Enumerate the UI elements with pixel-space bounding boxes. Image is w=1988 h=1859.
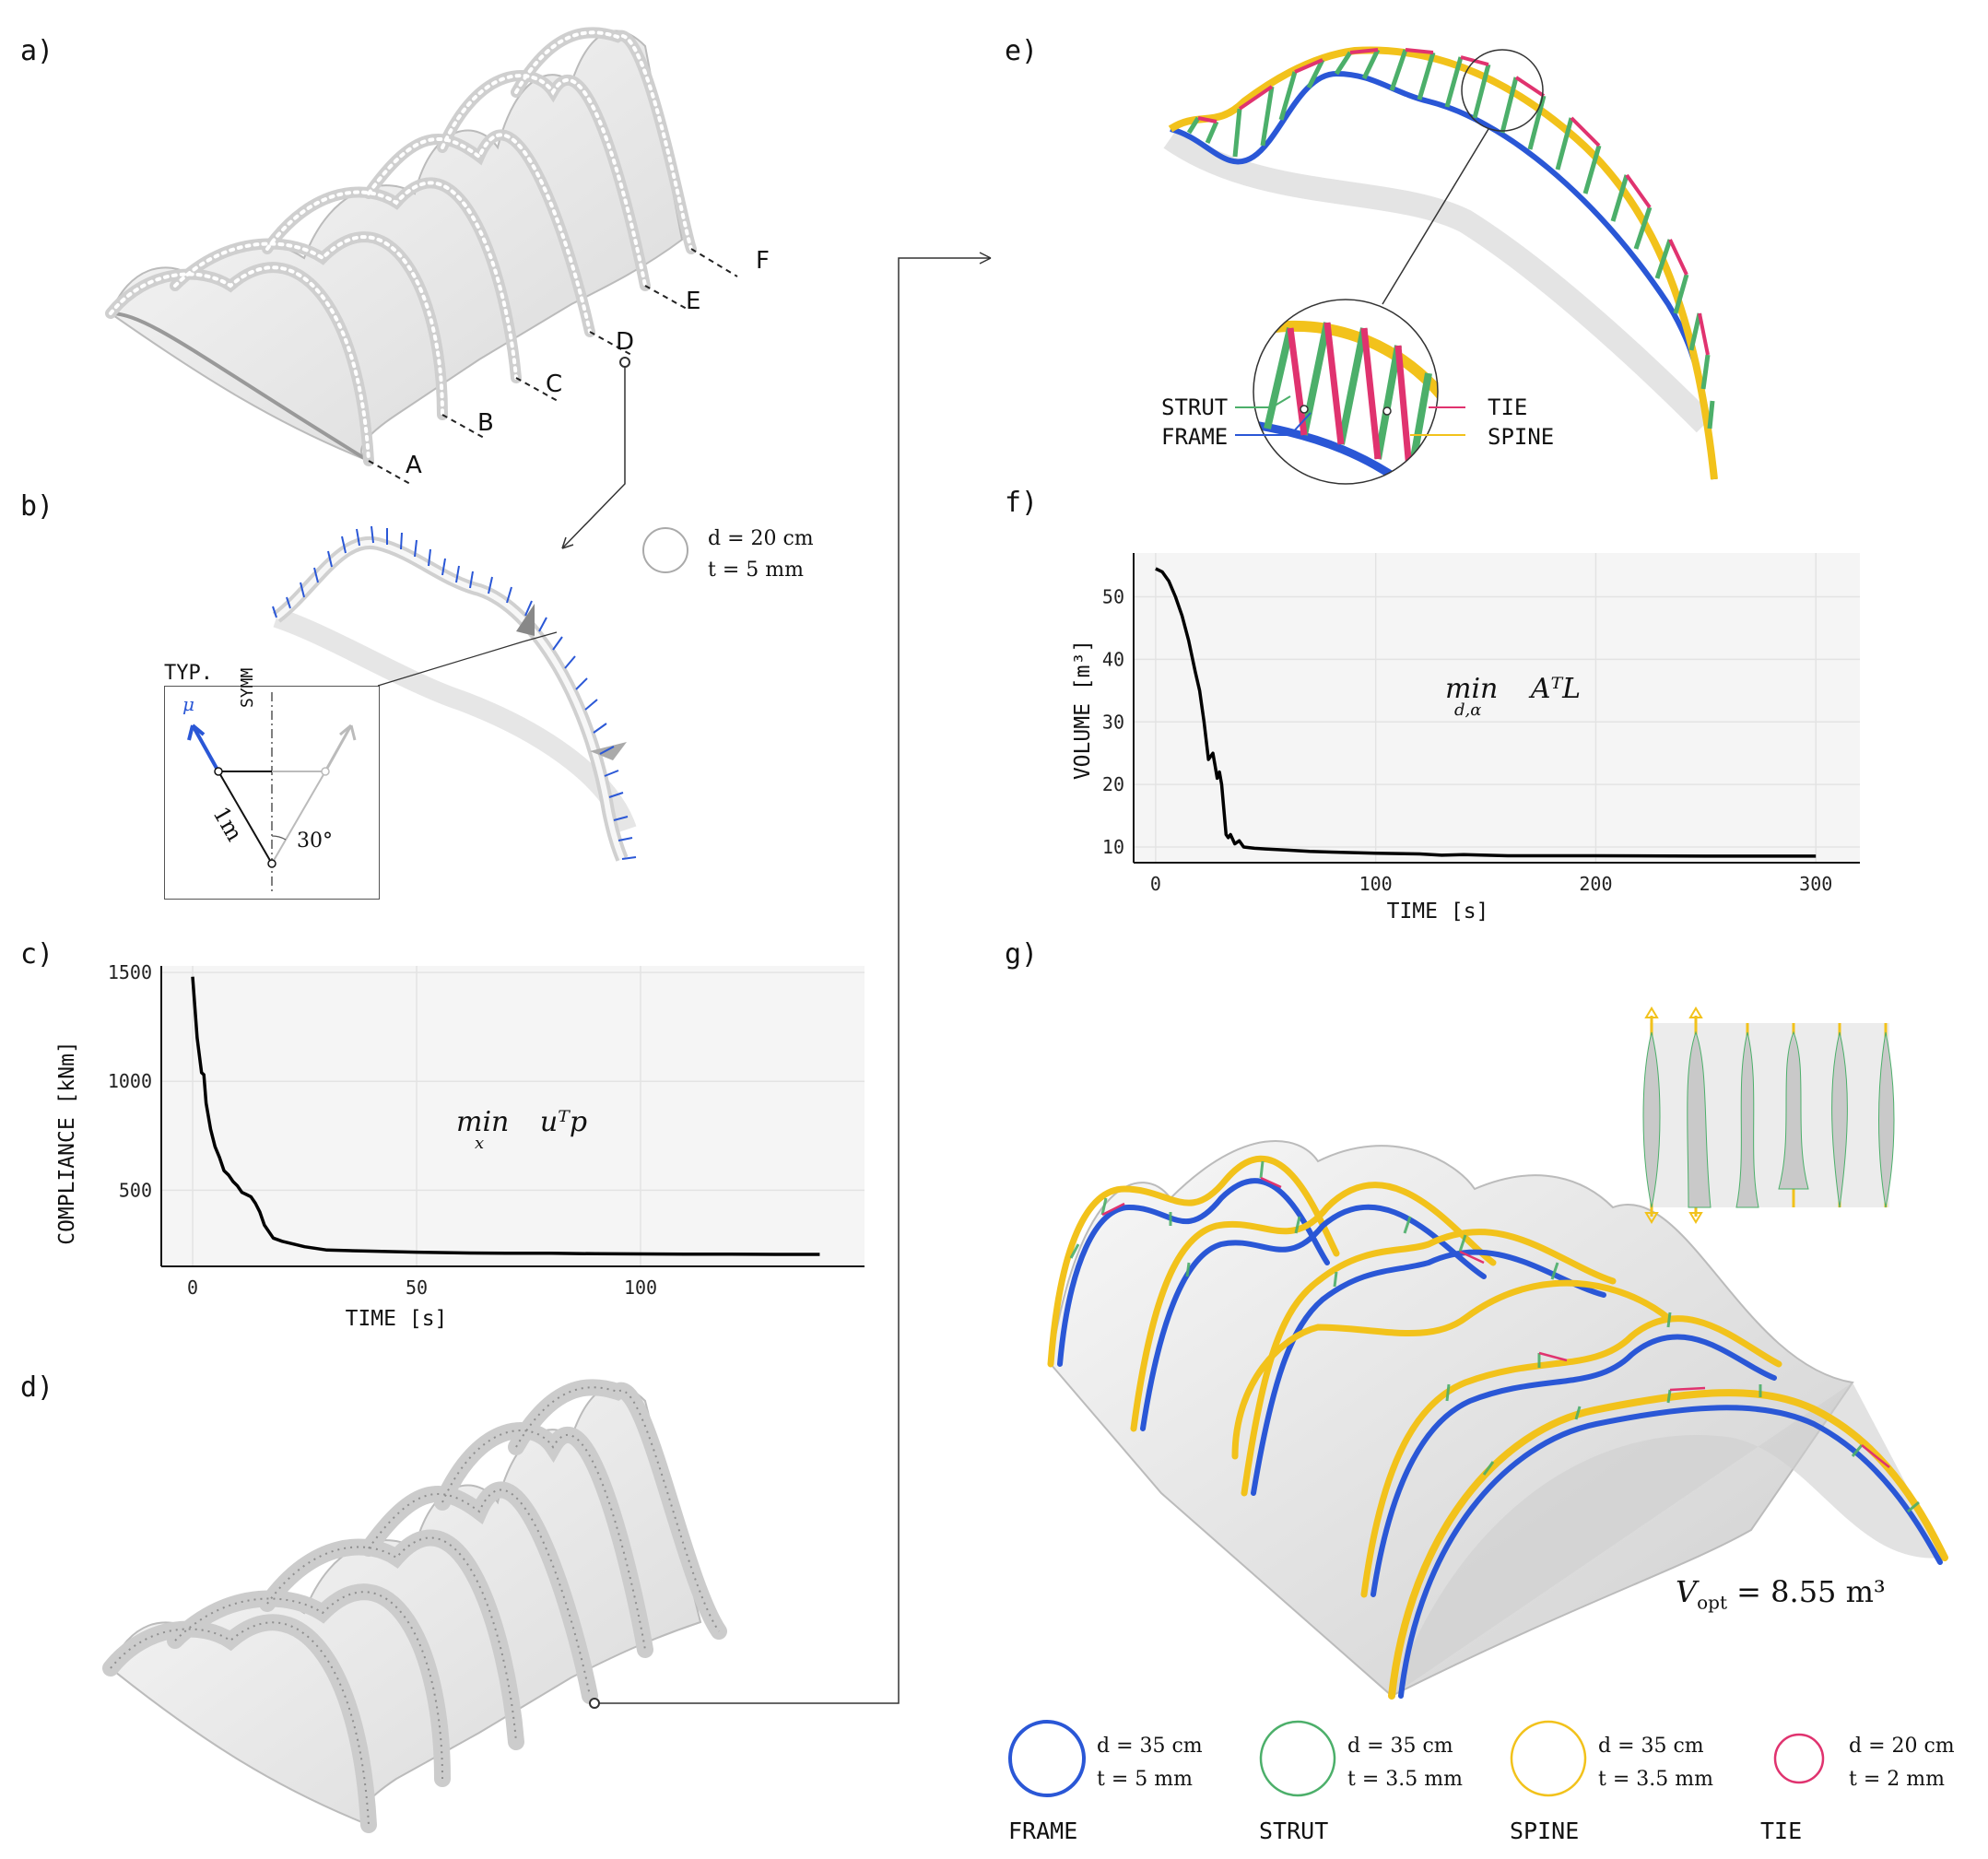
section-label-c: C xyxy=(546,371,563,398)
panel-label-f: f) xyxy=(1005,487,1039,519)
legend-dim-d: d = 35 cm xyxy=(1347,1735,1453,1758)
section-label-b: B xyxy=(477,409,494,437)
panel-label-e: e) xyxy=(1005,35,1039,67)
callout-leaders xyxy=(1235,395,1465,436)
legend-circle xyxy=(1008,1720,1086,1797)
volume-plot-area xyxy=(1134,553,1860,863)
legend-swatch-strut xyxy=(1259,1720,1336,1797)
compliance-y-tick-label: 500 xyxy=(119,1179,152,1201)
legend-dim-d: d = 35 cm xyxy=(1097,1735,1203,1758)
legend-dim-t: t = 5 mm xyxy=(1097,1768,1193,1791)
volume-ylabel: VOLUME [m³] xyxy=(1071,639,1095,781)
compliance-ylabel: COMPLIANCE [kNm] xyxy=(55,1041,79,1245)
panel-label-a: a) xyxy=(20,35,54,67)
compliance-objective: min x uᵀp xyxy=(456,1106,588,1153)
legend-name: TIE xyxy=(1760,1818,1803,1844)
compliance-chart: 0 50 100 500 1000 1500 COMPLIANCE [kNm] TIME … xyxy=(55,959,876,1346)
legend-name: FRAME xyxy=(1008,1818,1078,1844)
legend-name: STRUT xyxy=(1259,1818,1329,1844)
shell-plan-view xyxy=(1642,1006,1895,1224)
inset-title: TYP. xyxy=(164,662,213,685)
callout-strut: STRUT xyxy=(1161,394,1229,420)
volume-y-tick-label: 50 xyxy=(1102,586,1124,608)
inset-detail-box xyxy=(164,686,380,900)
compliance-xlabel: TIME [s] xyxy=(345,1307,448,1331)
legend-item-tie: d = 20 cm t = 2 mm TIE xyxy=(1757,1716,1988,1854)
dim-d-b: d = 20 cm xyxy=(708,527,814,550)
legend-name: SPINE xyxy=(1510,1818,1580,1844)
compliance-y-tick-label: 1000 xyxy=(108,1070,152,1092)
volume-x-tick-label: 200 xyxy=(1579,873,1612,895)
truss-frame-render xyxy=(1163,46,1718,480)
inset-leader xyxy=(377,631,558,687)
legend-circle xyxy=(1510,1720,1587,1797)
compliance-chart-svg: 0 50 100 500 1000 1500 xyxy=(108,961,865,1299)
callout-tie: TIE xyxy=(1488,394,1528,420)
inset-geometry xyxy=(187,692,357,891)
compliance-series-line xyxy=(191,976,820,1256)
volume-chart-svg: 0 100 200 300 10 20 30 40 50 xyxy=(1102,553,1860,895)
volume-objective: min d,α AᵀL xyxy=(1445,673,1582,720)
legend-swatch-spine xyxy=(1510,1720,1587,1797)
legend-dim-t: t = 2 mm xyxy=(1849,1768,1945,1791)
frame-load-render xyxy=(272,525,637,862)
inset-symm-label: SYMM xyxy=(238,667,257,708)
volume-y-tick-label: 20 xyxy=(1102,773,1124,795)
legend-circle xyxy=(1259,1720,1336,1797)
inset-angle-label: 30° xyxy=(297,829,333,853)
compliance-x-tick-label: 0 xyxy=(187,1277,198,1299)
section-label-e: E xyxy=(686,288,701,315)
volume-y-tick-label: 10 xyxy=(1102,836,1124,858)
shell-optimized-render xyxy=(1047,1140,1948,1700)
legend-dim-d: d = 35 cm xyxy=(1598,1735,1704,1758)
panel-label-b: b) xyxy=(20,490,54,523)
callout-frame: FRAME xyxy=(1161,424,1229,450)
volume-y-tick-label: 30 xyxy=(1102,711,1124,733)
section-label-f: F xyxy=(756,247,770,275)
compliance-plot-area xyxy=(161,966,865,1266)
volume-x-tick-label: 300 xyxy=(1799,873,1832,895)
connector-d-to-b xyxy=(561,357,630,549)
dim-t-b: t = 5 mm xyxy=(708,559,804,582)
connector-d-to-e xyxy=(589,252,992,1709)
volume-x-tick-label: 0 xyxy=(1150,873,1161,895)
panel-label-c: c) xyxy=(20,938,54,971)
compliance-x-tick-label: 100 xyxy=(624,1277,657,1299)
legend-swatch-frame xyxy=(1008,1720,1086,1797)
compliance-x-tick-label: 50 xyxy=(406,1277,428,1299)
legend-item-spine: d = 35 cm t = 3.5 mm SPINE xyxy=(1506,1716,1755,1854)
compliance-y-tick-label: 1500 xyxy=(108,961,152,983)
volume-xlabel: TIME [s] xyxy=(1386,900,1489,924)
shell-truss-render xyxy=(102,1379,727,1833)
section-circle-b xyxy=(642,527,688,573)
legend-circle xyxy=(1773,1733,1825,1784)
truss-zoom-detail xyxy=(1253,299,1439,485)
volume-y-tick-label: 40 xyxy=(1102,648,1124,670)
legend-dim-d: d = 20 cm xyxy=(1849,1735,1955,1758)
panel-label-g: g) xyxy=(1005,938,1039,971)
legend-dim-t: t = 3.5 mm xyxy=(1598,1768,1713,1791)
legend: d = 35 cm t = 5 mm FRAME d = 35 cm t = 3.5 m… xyxy=(1005,1716,1972,1854)
section-label-d: D xyxy=(616,328,635,356)
legend-dim-t: t = 3.5 mm xyxy=(1347,1768,1463,1791)
legend-item-strut: d = 35 cm t = 3.5 mm STRUT xyxy=(1255,1716,1504,1854)
volume-x-tick-label: 100 xyxy=(1359,873,1393,895)
shell-initial-render xyxy=(105,27,738,485)
inset-mu-label: μ xyxy=(182,693,194,715)
legend-swatch-tie xyxy=(1773,1733,1825,1784)
volume-series-line xyxy=(1155,567,1817,858)
callout-spine: SPINE xyxy=(1488,424,1555,450)
panel-label-d: d) xyxy=(20,1371,54,1404)
legend-item-frame: d = 35 cm t = 5 mm FRAME xyxy=(1005,1716,1253,1854)
volume-chart: 0 100 200 300 10 20 30 40 50 VOLUME [m³] TIME [s… xyxy=(1060,544,1889,931)
section-label-a: A xyxy=(406,452,422,479)
v-opt-label: Vopt = 8.55 m³ xyxy=(1676,1574,1886,1614)
